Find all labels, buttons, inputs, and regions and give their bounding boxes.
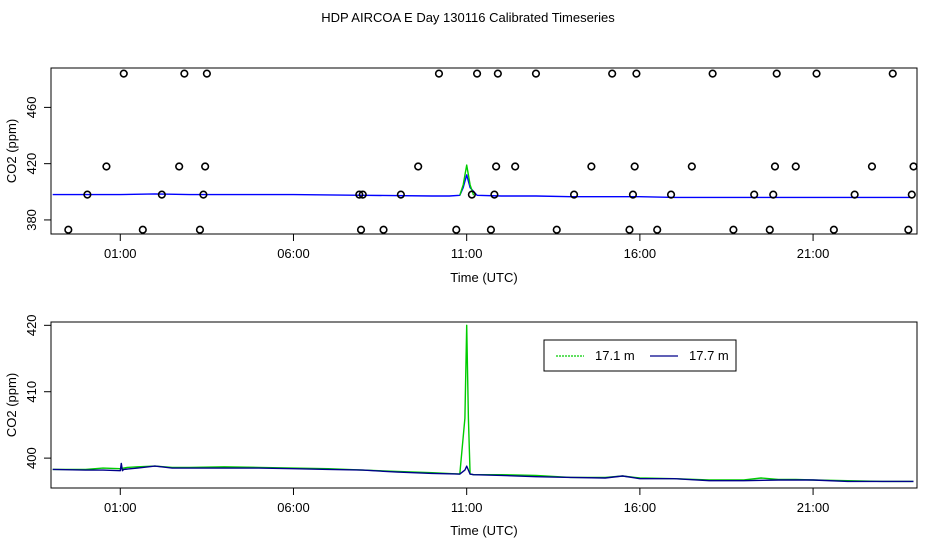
calibration-point [356,225,366,234]
calibration-point [452,225,461,234]
bottom-x-axis-label: Time (UTC) [450,523,517,538]
calibration-point [729,225,738,234]
top-plot-marks [52,69,918,234]
legend-label-17-1-m: 17.1 m [595,348,635,363]
calibration-point [511,162,520,171]
calibration-point [772,69,781,78]
calibration-point [791,162,800,171]
bottom-x-ticks: 01:00 06:00 11:00 16:00 21:00 [104,488,829,515]
legend-label-17-7-m: 17.7 m [689,348,729,363]
top-x-tick-label: 16:00 [624,246,657,261]
legend: 17.1 m 17.7 m [543,339,737,372]
calibration-point [467,190,476,199]
bottom-x-tick-label: 16:00 [624,500,657,515]
figure-title: HDP AIRCOA E Day 130116 Calibrated Times… [321,10,615,25]
bottom-panel: CO2 (ppm) Time (UTC) 01:00 06:00 11:00 16:0… [4,314,918,538]
bottom-plot-frame [50,321,918,489]
bottom-x-tick-label: 11:00 [451,500,483,515]
calibration-point [708,69,717,78]
bottom-y-tick-label: 400 [24,447,39,469]
calibration-point [202,69,211,78]
calibration-point [199,190,208,199]
calibration-point [765,225,774,234]
calibration-point [770,162,780,171]
calibration-point [552,225,561,234]
calibration-point [83,190,92,199]
bottom-x-tick-label: 06:00 [277,500,310,515]
bottom-y-tick-label: 410 [24,381,39,403]
calibration-point [909,162,918,171]
bottom-x-tick-label: 21:00 [797,500,830,515]
calibration-point [531,69,541,78]
bottom-plot-marks [52,324,914,483]
calibration-point [492,162,501,171]
top-x-ticks: 01:00 06:00 11:00 16:00 21:00 [104,234,829,261]
calibration-point [750,190,759,199]
calibration-point [486,225,496,234]
calibration-point [867,162,877,171]
top-panel: CO2 (ppm) Time (UTC) 01:00 06:00 11:00 16:0… [4,67,918,285]
calibration-point [687,162,696,171]
calibration-point [414,162,423,171]
calibration-point [829,225,838,234]
bottom-y-axis-label: CO2 (ppm) [4,373,19,437]
top-series-line-1 [459,164,475,196]
calibration-point [157,190,166,199]
calibration-point [64,225,73,234]
calibration-point [632,69,641,78]
top-plot-frame [50,67,918,235]
top-x-tick-label: 11:00 [451,246,483,261]
calibration-point [490,190,499,199]
calibration-point [630,162,639,171]
calibration-point [355,190,364,199]
calibration-point [201,162,210,171]
calibration-point [904,225,913,234]
calibration-point [379,225,388,234]
calibration-point [628,190,638,199]
calibration-point [195,225,205,234]
calibration-point [608,69,617,78]
calibration-point [180,69,189,78]
top-x-axis-label: Time (UTC) [450,270,517,285]
calibration-point [888,69,897,78]
calibration-point [812,69,821,78]
top-y-axis-label: CO2 (ppm) [4,119,19,183]
calibration-point [569,190,579,199]
calibration-point [653,225,662,234]
top-y-tick-label: 420 [24,153,39,175]
calibration-point [769,190,778,199]
top-y-tick-label: 460 [24,97,39,119]
calibration-point [119,69,128,78]
calibration-point [175,162,184,171]
calibration-point [587,162,596,171]
top-y-ticks: 380 420 460 [24,97,51,231]
top-x-tick-label: 01:00 [104,246,137,261]
bottom-y-ticks: 400 410 420 [24,314,51,469]
calibration-point [358,190,367,199]
calibration-point [850,190,859,199]
bottom-y-tick-label: 420 [24,314,39,336]
top-x-tick-label: 06:00 [277,246,310,261]
calibration-point [434,69,444,78]
bottom-x-tick-label: 01:00 [104,500,137,515]
calibration-point [138,225,147,234]
calibration-point [472,69,482,78]
calibration-point [907,190,916,199]
calibration-point [625,225,634,234]
calibration-point [493,69,502,78]
calibration-point [666,190,676,199]
calibration-point [102,162,111,171]
top-x-tick-label: 21:00 [797,246,830,261]
top-y-tick-label: 380 [24,209,39,231]
calibration-point [396,190,405,199]
bottom-series-line-1 [52,462,914,483]
